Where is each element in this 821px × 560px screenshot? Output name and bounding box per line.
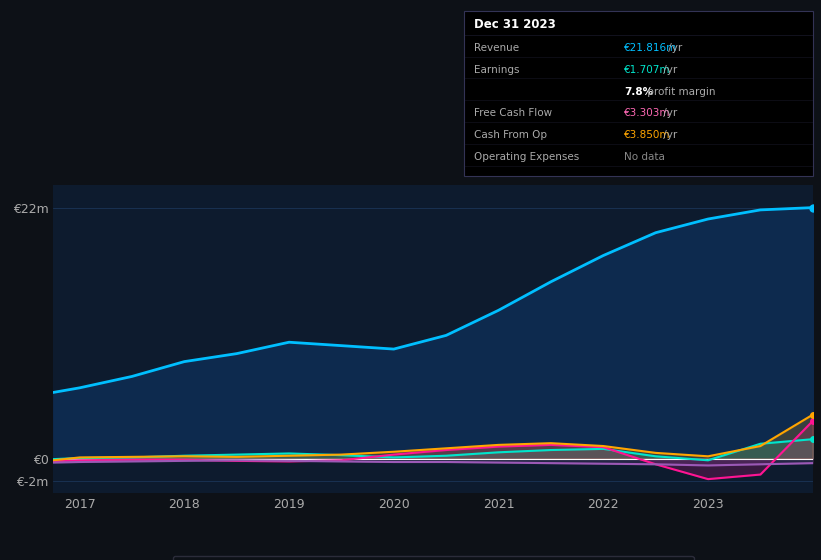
Text: €3.850m: €3.850m [624,130,671,140]
Text: /yr: /yr [659,109,677,119]
Legend: Revenue, Earnings, Free Cash Flow, Cash From Op, Operating Expenses: Revenue, Earnings, Free Cash Flow, Cash … [172,556,694,560]
Text: Earnings: Earnings [474,65,519,75]
Text: Dec 31 2023: Dec 31 2023 [474,18,556,31]
Text: Free Cash Flow: Free Cash Flow [474,109,552,119]
Text: 7.8%: 7.8% [624,87,653,97]
Text: Operating Expenses: Operating Expenses [474,152,579,162]
Text: Revenue: Revenue [474,43,519,53]
Text: /yr: /yr [659,130,677,140]
Text: €21.816m: €21.816m [624,43,677,53]
Text: €1.707m: €1.707m [624,65,671,75]
Text: Cash From Op: Cash From Op [474,130,547,140]
Text: No data: No data [624,152,665,162]
Text: /yr: /yr [659,65,677,75]
Text: profit margin: profit margin [644,87,716,97]
Text: €3.303m: €3.303m [624,109,671,119]
Text: /yr: /yr [665,43,682,53]
